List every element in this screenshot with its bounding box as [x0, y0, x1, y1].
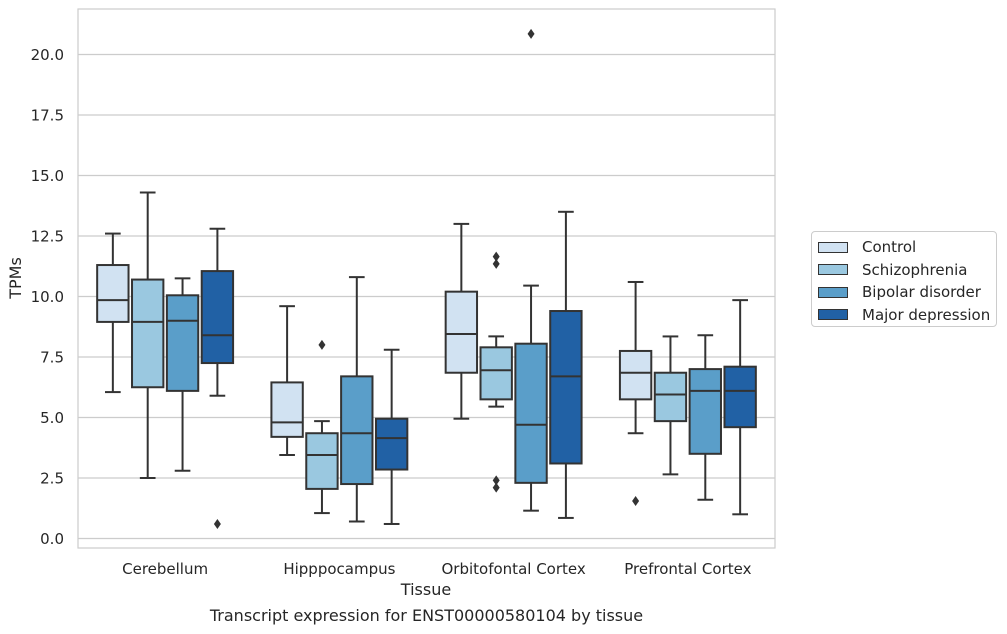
legend-label: Schizophrenia [862, 260, 968, 279]
legend-swatch [818, 286, 848, 298]
iqr-box [653, 371, 688, 423]
box-control [444, 222, 479, 420]
box-bipolar-disorder [514, 28, 548, 512]
iqr-box [688, 368, 722, 455]
y-tick-label: 20.0 [31, 46, 64, 64]
x-tick-label: Orbitofontal Cortex [442, 560, 586, 578]
iqr-box [165, 294, 200, 392]
outlier-marker [492, 251, 500, 262]
iqr-box [549, 310, 583, 465]
iqr-box [479, 346, 513, 401]
box-schizophrenia [653, 335, 688, 476]
iqr-box [514, 342, 548, 484]
iqr-box [340, 375, 374, 486]
box-groups [96, 28, 757, 529]
box-schizophrenia [131, 191, 165, 479]
y-tick-label: 0.0 [40, 530, 64, 548]
box-bipolar-disorder [688, 334, 722, 501]
y-tick-label: 10.0 [31, 288, 64, 306]
outlier-marker [318, 339, 326, 350]
iqr-box [131, 278, 165, 389]
box-major-depression [549, 210, 583, 519]
x-axis-label: Tissue [400, 580, 451, 599]
box-bipolar-disorder [340, 276, 374, 523]
iqr-box [618, 349, 653, 401]
legend-swatch [818, 264, 848, 276]
outlier-marker [632, 495, 640, 506]
box-schizophrenia [305, 339, 339, 515]
legend-swatch [818, 309, 848, 321]
x-tick-labels: Cerebellum Hipppocampus Orbitofontal Corte… [122, 560, 751, 578]
y-tick-label: 17.5 [31, 107, 64, 125]
y-tick-label: 12.5 [31, 228, 64, 246]
box-control [96, 232, 130, 394]
iqr-box [723, 365, 757, 429]
y-tick-label: 15.0 [31, 167, 64, 185]
iqr-box [305, 432, 339, 490]
box-schizophrenia [479, 251, 513, 493]
chart-caption: Transcript expression for ENST0000058010… [209, 606, 644, 625]
iqr-box [96, 264, 130, 323]
outlier-marker [492, 258, 500, 269]
iqr-box [374, 417, 409, 471]
outlier-marker [492, 475, 500, 486]
box-major-depression [723, 299, 757, 516]
legend-swatch [818, 241, 848, 253]
box-major-depression [200, 227, 235, 529]
legend-item: Schizophrenia [818, 259, 996, 282]
legend-item: Bipolar disorder [818, 281, 996, 304]
legend-label: Major depression [862, 305, 991, 324]
iqr-box [270, 381, 304, 438]
legend-item: Control [818, 236, 996, 259]
iqr-box [444, 290, 479, 374]
y-tick-label: 2.5 [40, 470, 64, 488]
x-tick-label: Cerebellum [122, 560, 208, 578]
legend-label: Bipolar disorder [862, 283, 981, 302]
box-control [618, 280, 653, 506]
outlier-marker [492, 482, 500, 493]
x-tick-label: Prefrontal Cortex [624, 560, 751, 578]
legend-label: Control [862, 238, 917, 257]
y-axis-label: TPMs [6, 257, 25, 300]
iqr-box [200, 270, 235, 365]
y-tick-labels: 0.0 2.5 5.0 7.5 10.0 12.5 15.0 17.5 20.0 [31, 46, 64, 548]
plot-frame [77, 8, 776, 549]
outlier-marker [213, 518, 221, 529]
legend-item: Major depression [818, 304, 996, 327]
box-bipolar-disorder [165, 277, 200, 472]
y-tick-label: 7.5 [40, 349, 64, 367]
outlier-marker [527, 28, 535, 39]
legend: Control Schizophrenia Bipolar disorder Majo… [811, 231, 997, 327]
x-tick-label: Hipppocampus [283, 560, 395, 578]
box-major-depression [374, 348, 409, 525]
box-control [270, 305, 304, 457]
y-tick-label: 5.0 [40, 409, 64, 427]
